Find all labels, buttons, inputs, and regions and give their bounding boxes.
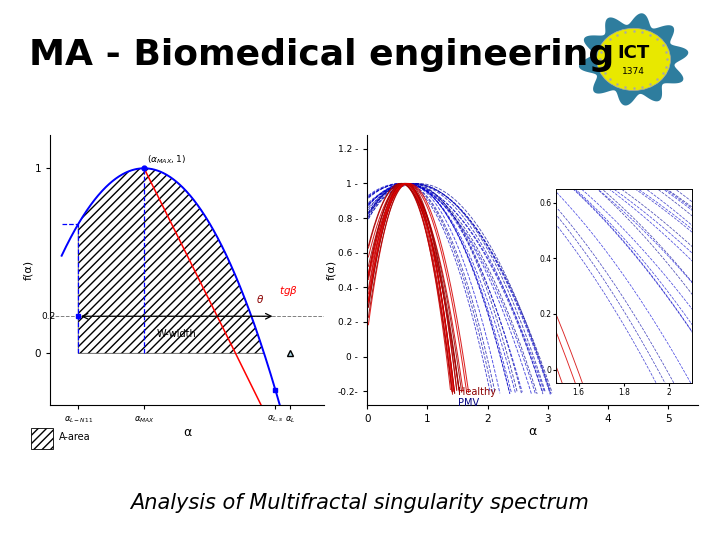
Text: A-area: A-area (59, 433, 91, 442)
Text: PMV: PMV (457, 398, 479, 408)
Text: 1374: 1374 (622, 66, 645, 76)
X-axis label: α: α (528, 426, 537, 438)
Y-axis label: f(α): f(α) (326, 260, 336, 280)
Text: $tg\beta$: $tg\beta$ (279, 284, 298, 298)
Text: Healthy: Healthy (457, 387, 495, 396)
Text: W-width: W-width (157, 329, 197, 339)
Text: MA - Biomedical engineering: MA - Biomedical engineering (29, 38, 614, 72)
Circle shape (597, 28, 670, 91)
Text: 0.2: 0.2 (41, 312, 55, 321)
Text: ICT: ICT (618, 44, 649, 62)
Text: $\theta$: $\theta$ (256, 293, 264, 305)
Y-axis label: f(α): f(α) (23, 260, 33, 280)
X-axis label: α: α (183, 426, 192, 439)
Text: $(\alpha_{MAX}, 1)$: $(\alpha_{MAX}, 1)$ (147, 154, 186, 166)
Polygon shape (579, 14, 688, 105)
Text: Analysis of Multifractal singularity spectrum: Analysis of Multifractal singularity spe… (130, 493, 590, 513)
